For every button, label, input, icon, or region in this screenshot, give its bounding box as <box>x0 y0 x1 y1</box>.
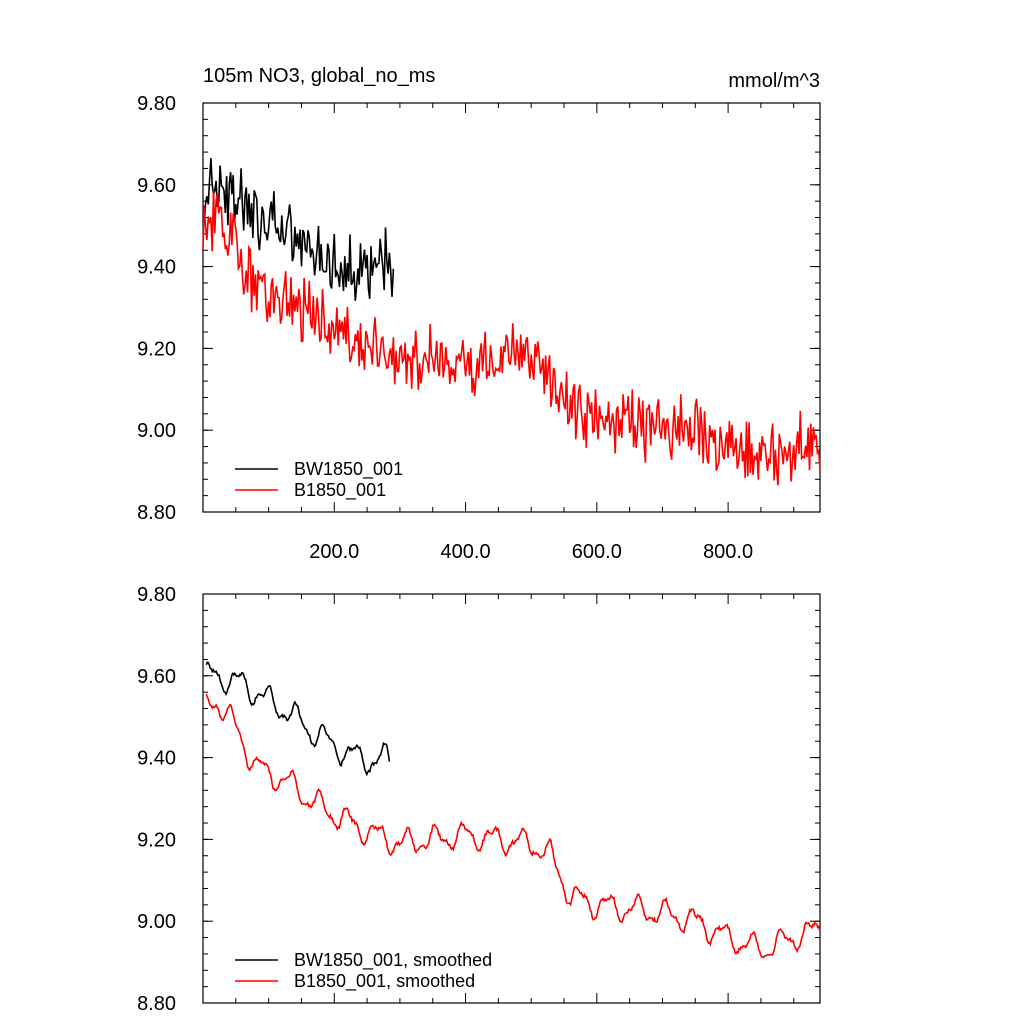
chart-units: mmol/m^3 <box>728 70 820 92</box>
y-tick-label: 9.20 <box>137 338 176 360</box>
chart-title: 105m NO3, global_no_ms <box>203 65 435 87</box>
x-tick-label: 600.0 <box>572 541 622 563</box>
y-tick-label: 9.80 <box>137 584 176 606</box>
x-tick-label: 400.0 <box>441 541 491 563</box>
y-tick-label: 9.60 <box>137 175 176 197</box>
y-tick-label: 9.00 <box>137 911 176 933</box>
series-line-bw1850 <box>205 661 391 777</box>
plot-frame <box>202 102 821 513</box>
y-tick-label: 9.00 <box>137 420 176 442</box>
x-tick-label: 200.0 <box>309 541 359 563</box>
x-tick-label: 800.0 <box>703 541 753 563</box>
series-line-b1850 <box>202 190 821 486</box>
y-tick-label: 9.80 <box>137 93 176 115</box>
legend-label: B1850_001 <box>294 480 386 501</box>
y-tick-label: 9.60 <box>137 666 176 688</box>
bottom-panel: 8.80 9.00 9.20 9.40 9.60 9.80 BW1850_001, smoo… <box>137 584 821 1015</box>
legend-label: BW1850_001 <box>294 459 403 480</box>
legend-label: B1850_001, smoothed <box>294 971 475 992</box>
y-tick-label: 9.40 <box>137 748 176 770</box>
y-tick-label: 9.20 <box>137 829 176 851</box>
y-tick-label: 8.80 <box>137 993 176 1015</box>
y-tick-label: 9.40 <box>137 257 176 279</box>
series-line-b1850 <box>205 693 821 959</box>
legend-label: BW1850_001, smoothed <box>294 950 492 971</box>
y-tick-label: 8.80 <box>137 502 176 524</box>
top-panel: 8.80 9.00 9.20 9.40 9.60 9.80 200.0 400.0 600.0 8… <box>137 93 821 563</box>
plot-frame <box>202 593 821 1004</box>
